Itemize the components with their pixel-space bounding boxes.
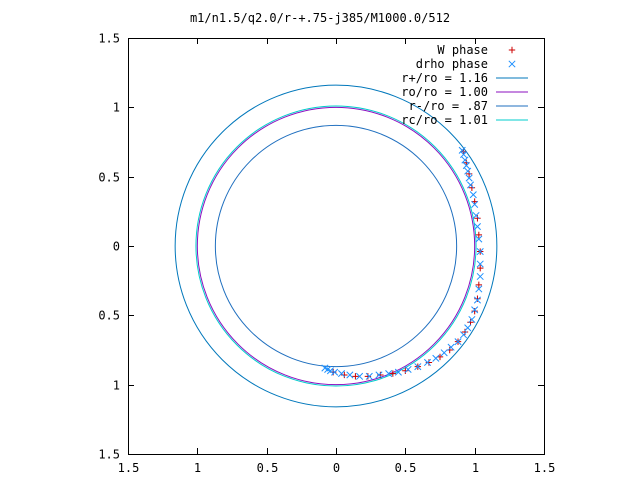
w-phase-point: [474, 215, 481, 222]
drho-phase-point: [375, 371, 383, 379]
drho-phase-point: [464, 324, 472, 332]
drho-phase-point: [460, 331, 468, 339]
drho-phase-point: [337, 370, 346, 378]
w-phase-point: [477, 264, 484, 272]
legend-label: rc/ro = 1.01: [401, 113, 488, 127]
legend-label: r+/ro = 1.16: [401, 71, 488, 85]
chart-title: m1/n1.5/q2.0/r-+.75-j385/M1000.0/512: [190, 11, 450, 25]
drho-phase-point: [464, 167, 472, 175]
w-phase-point: [461, 328, 469, 336]
x-tick-label: 0.5: [395, 461, 417, 475]
circle-r-ro-87: [214, 124, 458, 368]
drho-phase-point: [473, 223, 481, 231]
w-phase-point: [468, 184, 476, 191]
circle-r-ro-1-16: [174, 84, 498, 408]
drho-phase-point: [475, 235, 483, 243]
y-tick-label: 0: [113, 240, 120, 254]
drho-phase-point: [365, 372, 373, 380]
drho-phase-point: [423, 358, 432, 367]
drho-phase-point: [321, 364, 329, 372]
legend-label: ro/ro = 1.00: [401, 85, 488, 99]
drho-phase-point: [462, 162, 470, 170]
w-phase-point: [341, 371, 348, 379]
circle-ro-ro-1-00: [196, 106, 476, 386]
y-tick-label: 0.5: [98, 309, 120, 323]
y-tick-label: 1.5: [98, 448, 120, 462]
legend-marker: [508, 60, 516, 68]
legend-marker: [508, 46, 516, 54]
w-phase-point: [352, 373, 359, 380]
legend-label: drho phase: [416, 57, 488, 71]
drho-phase-point: [458, 146, 466, 154]
x-tick-label: 0.5: [257, 461, 279, 475]
w-phase-point: [471, 307, 478, 315]
x-tick-label: 1.5: [534, 461, 556, 475]
x-tick-label: 1.5: [118, 461, 140, 475]
w-phase-point: [389, 370, 397, 377]
x-tick-label: 0: [333, 461, 340, 475]
w-phase-point: [475, 281, 483, 289]
legend-label: r-/ro = .87: [409, 99, 488, 113]
drho-phase-point: [468, 315, 476, 324]
w-phase-point: [425, 359, 433, 366]
drho-phase-point: [440, 349, 448, 357]
drho-phase-point: [432, 354, 440, 362]
w-phase-point: [474, 295, 481, 302]
drho-phase-point: [346, 371, 354, 379]
drho-phase-point: [476, 272, 484, 281]
drho-phase-point: [454, 338, 462, 346]
y-tick-label: 1: [113, 101, 120, 115]
drho-phase-point: [465, 174, 473, 182]
axis-ticks: 1.5 1 0.5 0 0.5 1 1.51.510.500.511.5: [98, 32, 555, 476]
drho-phase-point: [385, 370, 393, 378]
w-phase-point: [465, 170, 473, 178]
w-phase-point: [364, 373, 372, 380]
drho-phase-point: [473, 296, 481, 304]
drho-phase-point: [476, 247, 484, 256]
phase-points: [321, 146, 484, 380]
x-tick-label: 1: [472, 461, 479, 475]
x-tick-label: 1: [194, 461, 201, 475]
drho-phase-point: [469, 191, 477, 199]
y-tick-label: 0.5: [98, 171, 120, 185]
drho-phase-point: [466, 181, 475, 189]
y-tick-label: 1.5: [98, 32, 120, 46]
w-phase-point: [402, 367, 409, 374]
drho-phase-point: [404, 365, 412, 373]
drho-phase-point: [394, 368, 402, 376]
drho-phase-point: [472, 211, 480, 220]
w-phase-point: [475, 231, 483, 239]
drho-phase-point: [471, 306, 479, 314]
drho-phase-point: [461, 156, 469, 164]
drho-phase-point: [476, 260, 484, 268]
drho-phase-point: [475, 285, 483, 293]
legend-label: W phase: [437, 43, 488, 57]
drho-phase-point: [471, 200, 479, 208]
drho-phase-point: [414, 363, 422, 371]
drho-phase-point: [331, 368, 339, 376]
drho-phase-point: [356, 372, 364, 380]
circle-rc-ro-1-01: [195, 105, 477, 387]
drho-phase-point: [460, 150, 468, 159]
radius-circles: [174, 84, 498, 408]
y-tick-label: 1: [113, 379, 120, 393]
w-phase-point: [377, 371, 384, 379]
drho-phase-point: [447, 343, 455, 351]
